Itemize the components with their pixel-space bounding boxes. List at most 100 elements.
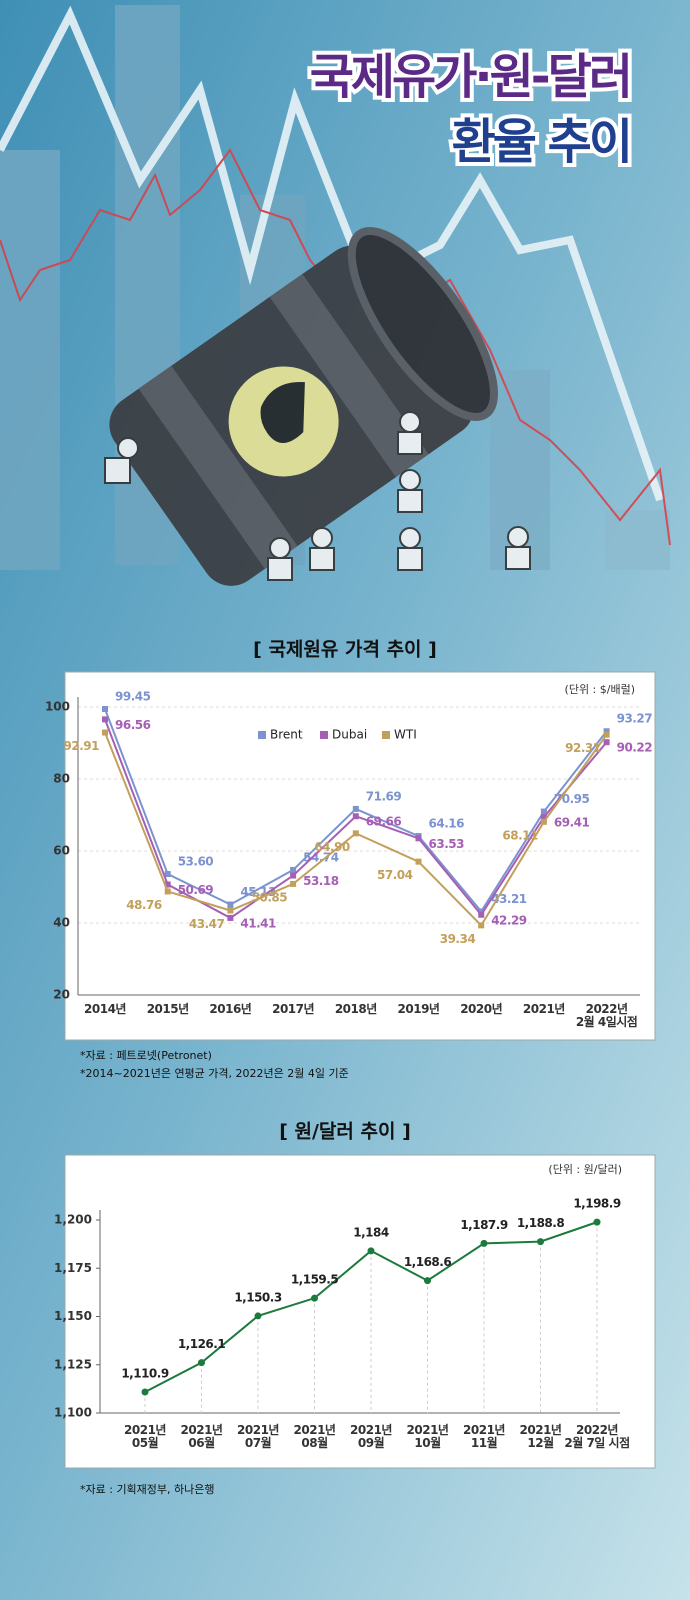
x-tick-label: 2014년 — [84, 1002, 126, 1016]
x-tick-label: 2017년 — [272, 1002, 315, 1016]
value-label: 69.66 — [366, 815, 402, 829]
point — [424, 1277, 431, 1285]
value-label: 93.27 — [617, 712, 653, 726]
x-tick-label: 2020년 — [460, 1002, 503, 1016]
people — [104, 411, 531, 581]
value-label: 50.69 — [178, 883, 214, 897]
point — [415, 835, 422, 842]
point — [478, 908, 485, 915]
x-tick-label: 2021년 10월 — [406, 1423, 449, 1450]
point — [478, 922, 485, 929]
legend-label: Brent — [270, 728, 303, 742]
value-label: 1,150.3 — [234, 1290, 282, 1304]
point — [352, 830, 359, 837]
y-tick-label: 60 — [53, 844, 70, 858]
y-tick-label: 40 — [53, 916, 70, 930]
point — [254, 1312, 262, 1320]
y-tick-label: 20 — [53, 988, 70, 1002]
point — [540, 808, 547, 815]
value-label: 92.31 — [565, 741, 601, 755]
y-tick-label: 1,175 — [54, 1261, 92, 1275]
x-tick-label: 2021년 — [522, 1002, 565, 1016]
legend-label: WTI — [394, 728, 417, 742]
value-label: 53.60 — [178, 855, 214, 869]
value-label: 39.34 — [440, 932, 476, 946]
point — [227, 914, 234, 921]
legend-swatch — [382, 731, 390, 739]
point — [164, 888, 171, 895]
page-title: 환율 추이 — [452, 114, 630, 170]
point — [164, 871, 171, 878]
value-label: 48.76 — [126, 898, 162, 912]
point — [198, 1359, 205, 1367]
oil-barrel — [109, 226, 498, 586]
value-label: 42.29 — [491, 913, 527, 927]
value-label: 1,198.9 — [573, 1197, 621, 1211]
point — [102, 716, 108, 723]
unit-label: (단위 : 원/달러) — [548, 1163, 622, 1176]
x-tick-label: 2015년 — [146, 1002, 189, 1016]
value-label: 1,159.5 — [291, 1273, 339, 1287]
bg-bar — [605, 510, 670, 570]
point — [540, 814, 547, 821]
value-label: 99.45 — [115, 689, 151, 703]
y-tick-label: 80 — [53, 772, 70, 786]
legend-label: Dubai — [332, 728, 367, 742]
chart-panel — [64, 671, 656, 1041]
legend-swatch — [258, 731, 266, 739]
source-note: *자료 : 페트로넷(Petronet) — [80, 1049, 212, 1062]
point — [367, 1247, 375, 1255]
point — [311, 1294, 318, 1302]
y-tick-label: 1,200 — [54, 1213, 92, 1227]
x-tick-label: 2021년 07월 — [237, 1423, 279, 1450]
x-tick-label: 2021년 08월 — [293, 1423, 336, 1450]
point — [290, 872, 297, 879]
legend-swatch — [320, 731, 328, 739]
value-label: 41.41 — [240, 916, 276, 930]
value-label: 1,126.1 — [178, 1337, 226, 1351]
x-tick-label: 2021년 12월 — [519, 1423, 562, 1450]
unit-label: (단위 : $/배럴) — [565, 683, 635, 696]
value-label: 1,110.9 — [121, 1366, 169, 1380]
value-label: 69.41 — [554, 816, 590, 830]
value-label: 68.11 — [502, 828, 538, 842]
x-tick-label: 2016년 — [209, 1002, 252, 1016]
x-tick-label: 2021년 05월 — [124, 1423, 166, 1450]
point — [164, 881, 171, 888]
point — [141, 1388, 149, 1396]
bg-line — [0, 148, 671, 546]
source-note: *자료 : 기획재정부, 하나은행 — [80, 1482, 215, 1496]
x-tick-label: 2018년 — [334, 1002, 377, 1016]
value-label: 96.56 — [115, 718, 151, 732]
x-tick-label: 2021년 09월 — [350, 1423, 392, 1450]
point — [603, 728, 610, 735]
point — [415, 858, 422, 865]
point — [290, 866, 297, 873]
x-tick-label: 2022년 2월 4일시점 — [575, 1002, 638, 1029]
x-tick-label: 2022년 2월 7일 시점 — [564, 1423, 630, 1450]
point — [290, 880, 297, 887]
point — [603, 731, 610, 738]
y-tick-label: 1,150 — [54, 1309, 92, 1323]
value-label: 50.85 — [252, 890, 288, 904]
value-label: 92.91 — [64, 739, 100, 753]
chart-title: [ 국제원유 가격 추이 ] — [253, 639, 437, 661]
value-label: 1,184 — [353, 1225, 389, 1239]
point — [102, 705, 108, 712]
value-label: 63.53 — [429, 837, 465, 851]
point — [227, 907, 234, 914]
value-label: 1,168.6 — [404, 1255, 452, 1269]
bg-bar — [0, 150, 60, 570]
illustration — [0, 5, 671, 586]
point — [102, 729, 108, 736]
y-tick-label: 100 — [45, 700, 70, 714]
point — [478, 911, 485, 918]
point — [227, 901, 234, 908]
chart-panel — [64, 1154, 656, 1469]
page-title: 국제유가·원-달러 — [310, 49, 630, 105]
x-tick-label: 2019년 — [397, 1002, 440, 1016]
value-label: 43.47 — [189, 917, 225, 931]
point — [540, 818, 547, 825]
